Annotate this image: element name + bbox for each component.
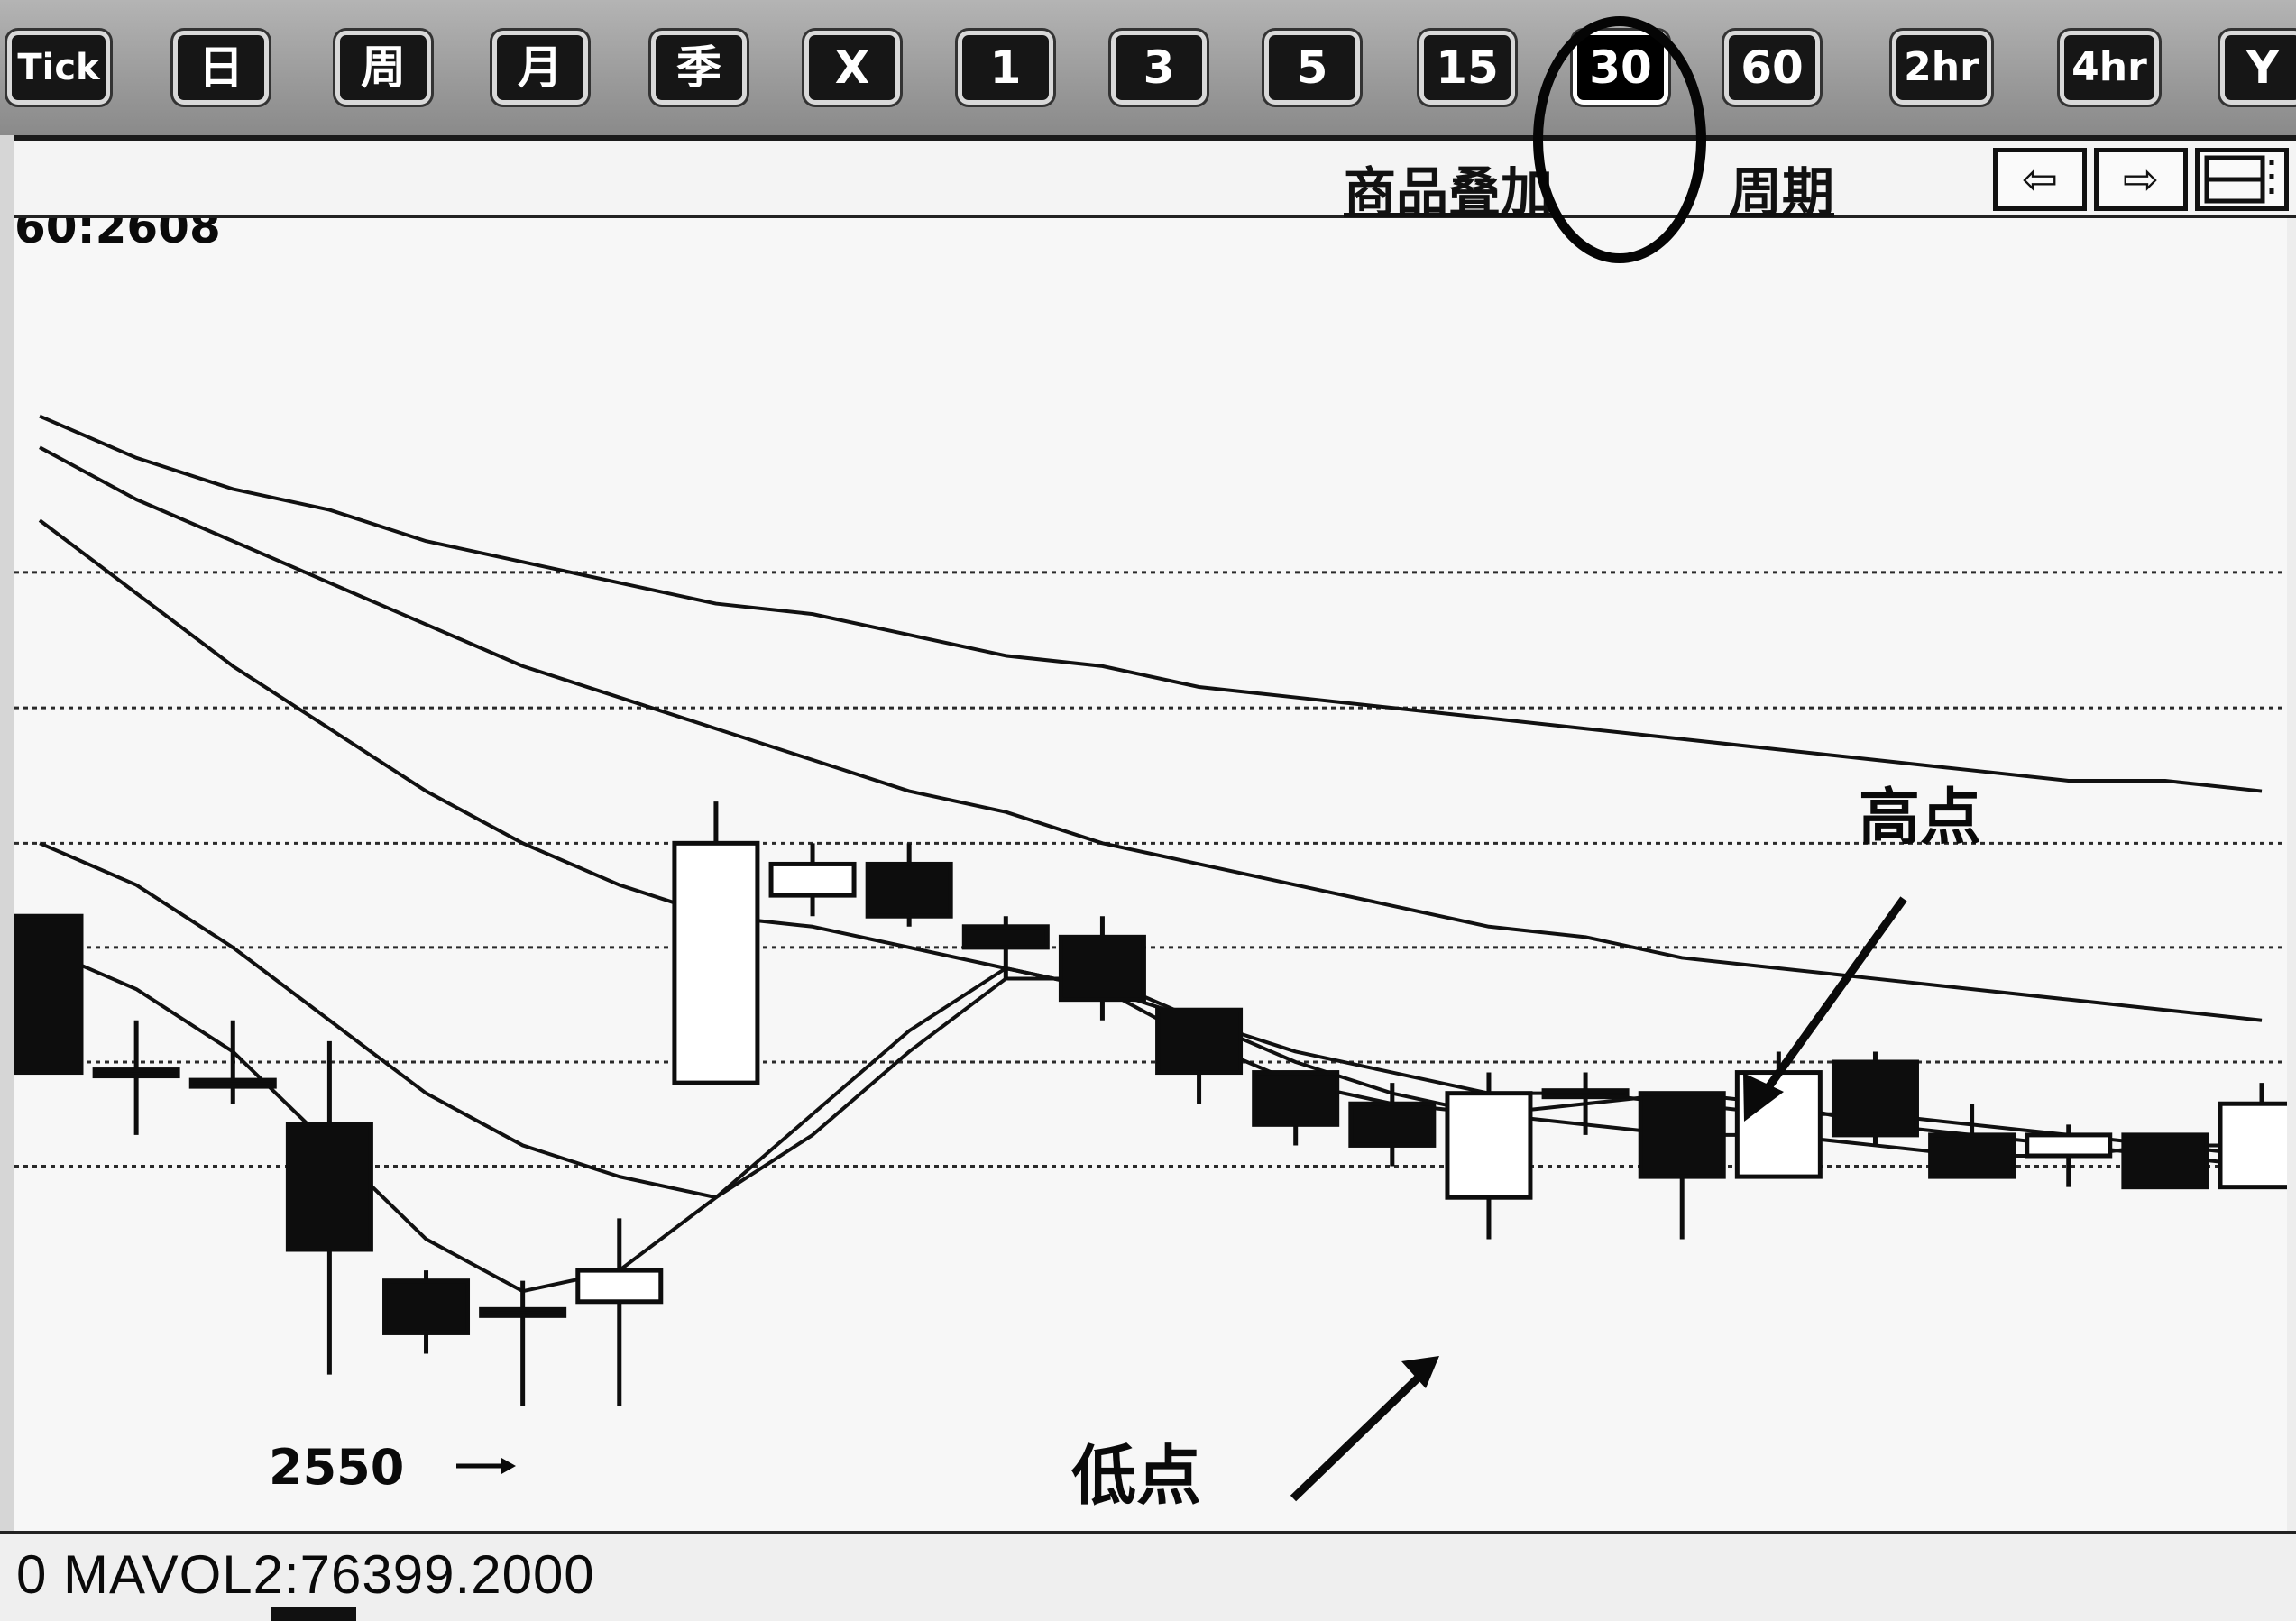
candle-down [1058, 934, 1146, 1003]
chart-subbar: 商品叠加 周期 ⇦ ⇨ [0, 141, 2296, 223]
candle-down [1928, 1132, 2016, 1179]
candle-down [1348, 1101, 1437, 1148]
layout-toggle-icon[interactable] [2195, 148, 2289, 211]
candle-down [1155, 1007, 1244, 1076]
footer-mark [271, 1607, 356, 1621]
period-button[interactable]: X [804, 31, 900, 105]
period-button[interactable]: 周 [335, 31, 431, 105]
candle-down [1252, 1070, 1340, 1127]
period-button[interactable]: 15 [1419, 31, 1515, 105]
period-button[interactable]: 60 [1724, 31, 1820, 105]
candle-down [1831, 1059, 1919, 1138]
candle-up [2025, 1132, 2113, 1159]
mavol-readout: 0 MAVOL2:76399.2000 [16, 1544, 595, 1605]
candle-down [92, 1067, 180, 1079]
period-button[interactable]: Tick [7, 31, 110, 105]
candle-down [2121, 1132, 2209, 1190]
candle-down [285, 1122, 373, 1252]
candle-up [2218, 1101, 2287, 1190]
period-button[interactable]: Y [2220, 31, 2296, 105]
period-button[interactable]: 季 [651, 31, 747, 105]
period-button[interactable]: 5 [1264, 31, 1360, 105]
candle-up [575, 1268, 664, 1305]
period-link[interactable]: 周期 [1730, 161, 1835, 223]
top-price-label: 60:2608 [14, 218, 221, 253]
candle-down [865, 861, 953, 919]
candle-up [1445, 1091, 1533, 1200]
period-toolbar: Tick 日周月季 X 1 3 5 15 30 60 2hr 4hr Y [0, 0, 2296, 141]
candle-down [14, 913, 84, 1076]
split-layout-icon [2204, 155, 2274, 204]
period-button[interactable]: 月 [492, 31, 588, 105]
high-arrow [1751, 896, 1907, 1109]
prev-arrow-icon[interactable]: ⇦ [1993, 148, 2087, 211]
chart-area: 60:2608 高点低点 2550 [14, 218, 2287, 1531]
period-button[interactable]: 3 [1111, 31, 1207, 105]
period-button[interactable]: 4hr [2060, 31, 2159, 105]
candle-down [382, 1278, 471, 1335]
candle-down [1541, 1088, 1630, 1100]
candle-down [188, 1077, 277, 1089]
high-arrow-head [1743, 1073, 1784, 1122]
overlay-symbol-link[interactable]: 商品叠加 [1344, 161, 1554, 223]
window-left-edge [0, 135, 14, 1531]
period-button[interactable]: 2hr [1892, 31, 1991, 105]
low-arrow-head [1401, 1356, 1439, 1388]
candle-down [961, 924, 1050, 950]
candle-down [1638, 1091, 1726, 1179]
candle-up [768, 861, 857, 898]
low-arrow [1290, 1367, 1429, 1502]
period-button[interactable]: 日 [173, 31, 269, 105]
period-button[interactable]: 30 [1573, 31, 1668, 105]
volume-footer: 0 MAVOL2:76399.2000 [0, 1531, 2296, 1621]
candle-up [672, 840, 760, 1085]
next-arrow-icon[interactable]: ⇨ [2094, 148, 2188, 211]
period-button[interactable]: 1 [958, 31, 1053, 105]
candle-down [479, 1306, 567, 1318]
moving-average-line [39, 445, 2263, 1022]
high-point-annotation: 高点 [1859, 783, 1981, 854]
price-annotation-2550: 2550 [269, 1439, 404, 1496]
moving-average-line [39, 946, 2262, 1294]
moving-average-line [39, 414, 2263, 793]
low-point-annotation: 低点 [1071, 1438, 1201, 1514]
price-arrow-head [501, 1458, 516, 1474]
